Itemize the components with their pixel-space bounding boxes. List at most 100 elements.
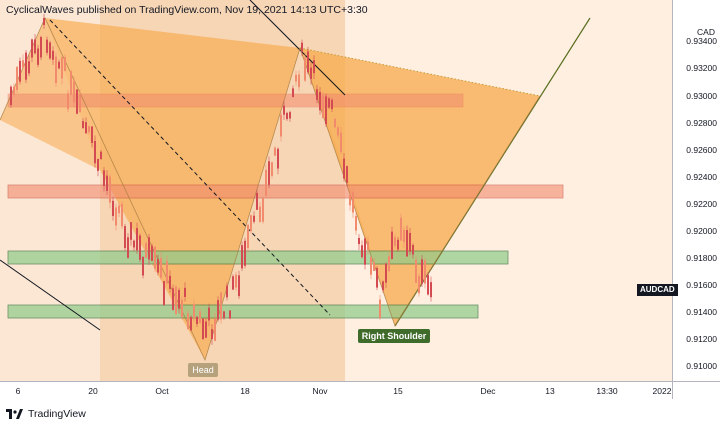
candle-body bbox=[199, 311, 201, 323]
candle-body bbox=[361, 245, 363, 258]
resistance-zone-1[interactable] bbox=[7, 93, 464, 108]
price-tick-label: 0.93200 bbox=[686, 63, 717, 73]
symbol-badge: AUDCAD bbox=[637, 284, 678, 296]
time-tick-label: Nov bbox=[312, 386, 328, 396]
candle-body bbox=[139, 235, 141, 260]
price-tick-label: 0.91200 bbox=[686, 334, 717, 344]
candle-body bbox=[133, 240, 135, 248]
tradingview-logo-icon bbox=[6, 408, 23, 419]
diagonal-trendline-bottom[interactable] bbox=[0, 259, 101, 331]
time-tick-label: 15 bbox=[393, 386, 403, 396]
candle-body bbox=[355, 215, 357, 231]
candle-body bbox=[415, 259, 417, 283]
candle-body bbox=[322, 95, 324, 118]
candle-body bbox=[424, 260, 426, 284]
price-axis[interactable]: CAD 0.93400 0.93200 0.93000 0.92800 0.92600 0… bbox=[672, 0, 720, 381]
candle-body bbox=[31, 39, 33, 58]
candle-body bbox=[169, 275, 171, 289]
candle-body bbox=[262, 198, 264, 222]
candle-body bbox=[268, 161, 270, 185]
candle-body bbox=[64, 57, 66, 72]
candle-body bbox=[295, 74, 297, 82]
candle-body bbox=[37, 48, 39, 65]
candle-body bbox=[109, 176, 111, 203]
candle-body bbox=[274, 147, 276, 156]
head-annotation[interactable]: Head bbox=[188, 363, 218, 377]
candle-body bbox=[130, 222, 132, 240]
candle-body bbox=[235, 274, 237, 288]
candle-body bbox=[181, 299, 183, 318]
dashed-trendline[interactable] bbox=[49, 19, 331, 316]
price-tick-label: 0.91800 bbox=[686, 253, 717, 263]
price-tick-label: 0.92200 bbox=[686, 199, 717, 209]
candle-body bbox=[403, 229, 405, 242]
candle-body bbox=[175, 286, 177, 314]
candle-body bbox=[97, 159, 99, 171]
diagonal-trendline-top[interactable] bbox=[249, 0, 346, 96]
candle-body bbox=[34, 39, 36, 54]
candle-body bbox=[127, 237, 129, 258]
candle-body bbox=[427, 274, 429, 295]
candle-body bbox=[229, 310, 231, 319]
candle-body bbox=[370, 256, 372, 275]
price-tick-label: 0.91600 bbox=[686, 280, 717, 290]
candle-body bbox=[61, 57, 63, 79]
chart-area[interactable]: Head Right Shoulder bbox=[0, 0, 672, 381]
price-tick-label: 0.91400 bbox=[686, 307, 717, 317]
resistance-zone-2[interactable] bbox=[7, 184, 564, 199]
candle-body bbox=[388, 256, 390, 272]
candle-body bbox=[58, 61, 60, 69]
support-zone-2[interactable] bbox=[7, 304, 479, 319]
candle-body bbox=[145, 243, 147, 258]
candle-body bbox=[421, 259, 423, 284]
candle-body bbox=[283, 105, 285, 115]
tradingview-footer[interactable]: TradingView bbox=[6, 404, 86, 424]
candle-body bbox=[136, 228, 138, 251]
candle-body bbox=[373, 262, 375, 271]
time-tick-label: 18 bbox=[240, 386, 250, 396]
candle-body bbox=[106, 175, 108, 191]
candle-body bbox=[352, 192, 354, 213]
candle-body bbox=[10, 86, 12, 106]
candle-body bbox=[16, 66, 18, 90]
head-label: Head bbox=[192, 365, 214, 375]
candle-body bbox=[55, 56, 57, 83]
candle-body bbox=[412, 245, 414, 255]
candle-body bbox=[271, 162, 273, 176]
candle-body bbox=[178, 290, 180, 309]
candle-body bbox=[184, 287, 186, 297]
price-tick-label: 0.91000 bbox=[686, 361, 717, 371]
support-zone-1[interactable] bbox=[7, 250, 509, 265]
price-tick-label: 0.92400 bbox=[686, 172, 717, 182]
candle-body bbox=[79, 94, 81, 112]
price-tick-label: 0.93400 bbox=[686, 36, 717, 46]
right-shoulder-label: Right Shoulder bbox=[362, 331, 427, 341]
time-tick-label: 13 bbox=[545, 386, 555, 396]
candle-body bbox=[298, 74, 300, 88]
candle-body bbox=[19, 60, 21, 82]
candle-body bbox=[313, 60, 315, 74]
time-tick-label: Dec bbox=[480, 386, 496, 396]
candle-body bbox=[217, 300, 219, 320]
candle-body bbox=[409, 232, 411, 252]
candle-body bbox=[301, 42, 303, 52]
candle-body bbox=[256, 192, 258, 210]
right-shoulder-annotation[interactable]: Right Shoulder bbox=[358, 329, 430, 343]
candle-body bbox=[121, 203, 123, 227]
candle-body bbox=[391, 231, 393, 260]
candle-body bbox=[205, 321, 207, 338]
candle-body bbox=[88, 126, 90, 133]
candle-body bbox=[277, 148, 279, 169]
candle-body bbox=[385, 263, 387, 283]
candle-body bbox=[430, 282, 432, 298]
candle-body bbox=[400, 217, 402, 241]
candle-body bbox=[280, 114, 282, 137]
candle-body bbox=[67, 93, 69, 110]
dotted-neckline[interactable] bbox=[299, 47, 541, 97]
publish-header: CyclicalWaves published on TradingView.c… bbox=[0, 0, 672, 20]
candle-body bbox=[382, 281, 384, 291]
candle-body bbox=[28, 61, 30, 74]
candle-body bbox=[346, 166, 348, 183]
time-axis[interactable]: 6 20 Oct 18 Nov 15 Dec 13 13:30 2022 bbox=[0, 381, 672, 400]
